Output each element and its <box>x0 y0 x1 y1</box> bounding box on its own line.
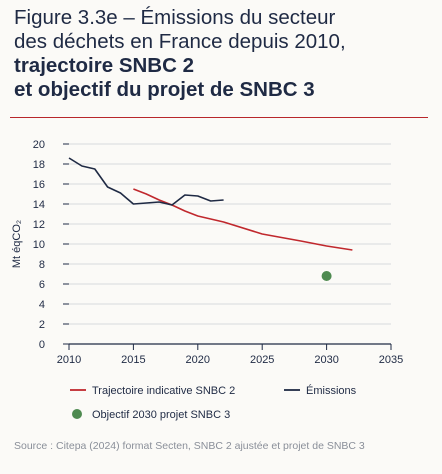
y-tick-label: 4 <box>39 299 45 311</box>
y-tick-label: 16 <box>33 179 45 191</box>
title-line-3: trajectoire SNBC 2 <box>14 54 195 77</box>
y-tick-label: 0 <box>39 339 45 351</box>
y-tick-label: 10 <box>33 239 45 251</box>
y-tick-label: 18 <box>33 159 45 171</box>
x-tick-label: 2010 <box>57 354 81 366</box>
y-tick-label: 2 <box>39 319 45 331</box>
legend-label-emissions: Émissions <box>306 384 357 397</box>
y-tick-label: 8 <box>39 259 45 271</box>
title-line-2: des déchets en France depuis 2010, <box>14 30 346 53</box>
source-note: Source : Citepa (2024) format Secten, SN… <box>14 440 365 452</box>
title-divider <box>10 117 428 118</box>
y-tick-label: 12 <box>33 219 45 231</box>
y-axis-label: Mt éqCO₂ <box>11 220 23 268</box>
x-tick-label: 2025 <box>250 354 274 366</box>
y-tick-label: 6 <box>39 279 45 291</box>
legend-swatch-objectif <box>72 409 82 419</box>
emissions-line <box>68 157 224 206</box>
y-tick-label: 20 <box>33 139 45 151</box>
emissions-chart: 0 2 4 6 8 10 12 14 16 18 20 2010 2015 2020 2025 2030 203… <box>11 139 403 421</box>
x-tick-label: 2015 <box>121 354 145 366</box>
trajectoire-line <box>133 188 353 251</box>
legend-label-trajectoire: Trajectoire indicative SNBC 2 <box>92 385 235 397</box>
x-tick-label: 2030 <box>314 354 338 366</box>
objectif-point <box>321 271 332 281</box>
legend-label-objectif: Objectif 2030 projet SNBC 3 <box>92 409 230 421</box>
chart-title: Figure 3.3e – Émissions du secteur des d… <box>14 6 434 102</box>
title-line-1: Figure 3.3e – Émissions du secteur <box>14 6 336 29</box>
x-tick-label: 2020 <box>186 354 210 366</box>
title-line-4: et objectif du projet de SNBC 3 <box>14 78 315 101</box>
x-tick-label: 2035 <box>379 354 403 366</box>
y-tick-label: 14 <box>33 199 45 211</box>
